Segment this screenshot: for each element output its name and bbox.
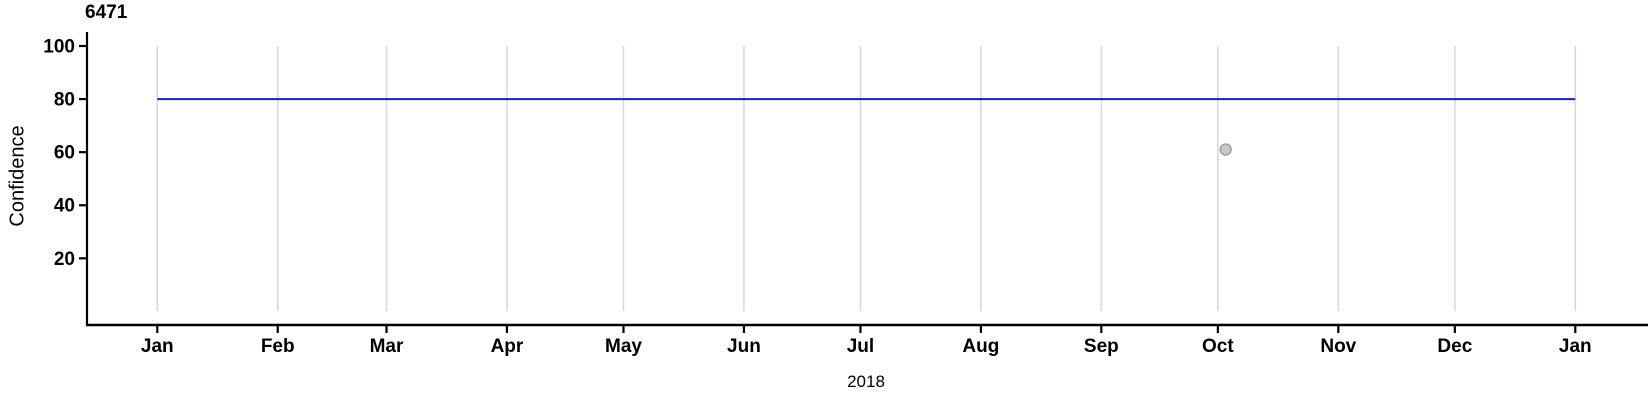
x-tick-label: Aug — [962, 336, 999, 357]
x-tick-label: Jul — [847, 336, 874, 357]
x-tick-label: Feb — [261, 336, 295, 357]
y-tick-label: 100 — [43, 37, 75, 58]
x-tick-label: May — [605, 336, 642, 357]
x-tick-label: Jan — [1559, 336, 1592, 357]
x-tick-label: Apr — [491, 336, 524, 357]
x-tick-label: Sep — [1084, 336, 1119, 357]
y-tick-label: 60 — [54, 143, 75, 164]
x-tick-label: Jun — [727, 336, 761, 357]
x-tick-label: Nov — [1320, 336, 1356, 357]
y-tick-label: 20 — [54, 249, 75, 270]
y-tick-label: 80 — [54, 90, 75, 111]
x-tick-label: Mar — [370, 336, 404, 357]
x-tick-label: Oct — [1202, 336, 1234, 357]
x-axis-title: 2018 — [847, 372, 885, 391]
y-axis-title: Confidence — [6, 125, 29, 227]
confidence-point — [1219, 143, 1232, 156]
x-tick-label: Dec — [1437, 336, 1472, 357]
x-tick-label: Jan — [141, 336, 174, 357]
y-tick-label: 40 — [54, 196, 75, 217]
chart-title: 6471 — [85, 2, 128, 23]
